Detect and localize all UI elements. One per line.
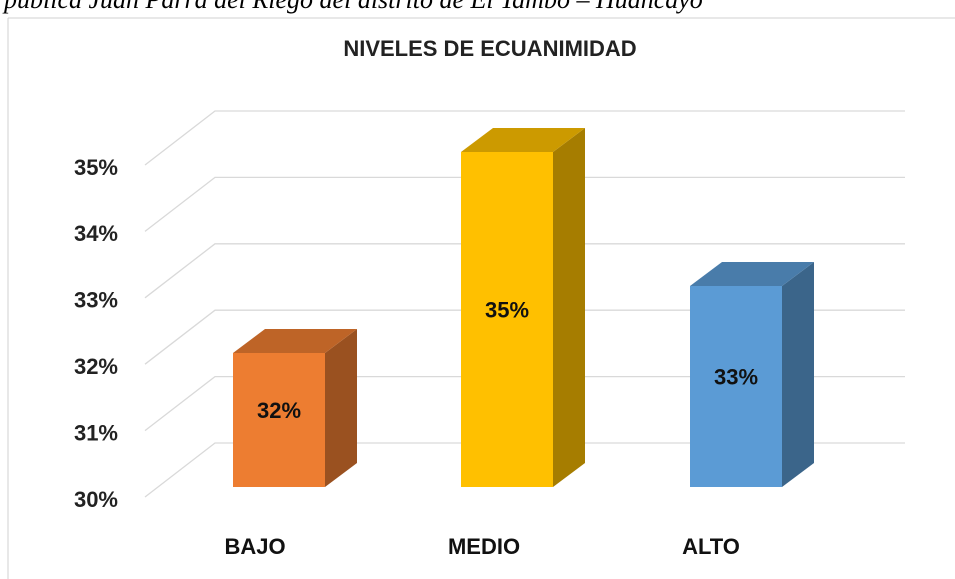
bar [690,286,782,487]
chart-title: NIVELES DE ECUANIMIDAD [343,36,636,61]
bar-top [233,329,357,353]
x-tick-label: BAJO [224,534,285,559]
bar [461,152,553,487]
chart-frame [7,17,955,579]
x-tick-label: MEDIO [448,534,520,559]
y-tick-label: 34% [74,221,118,246]
y-tick-label: 35% [74,155,118,180]
grid-line [144,176,905,232]
bar-side [325,329,357,487]
y-tick-label: 30% [74,487,118,512]
bar-side [553,128,585,487]
x-tick-label: ALTO [682,534,740,559]
bar-top [690,262,814,286]
data-label: 32% [257,398,301,423]
caption: pública Juan Parra del Riego del distrit… [2,0,703,14]
grid-line [144,309,905,365]
grid-line [144,375,905,432]
bar-top [461,128,585,152]
data-label: 35% [485,297,529,322]
grid-line [144,442,905,498]
bar [233,353,325,487]
y-tick-label: 31% [74,420,118,445]
y-tick-label: 32% [74,354,118,379]
grid-line [144,110,905,166]
bar-side [782,262,814,487]
data-label: 33% [714,364,758,389]
grid-line [144,243,905,299]
y-tick-label: 33% [74,288,118,313]
